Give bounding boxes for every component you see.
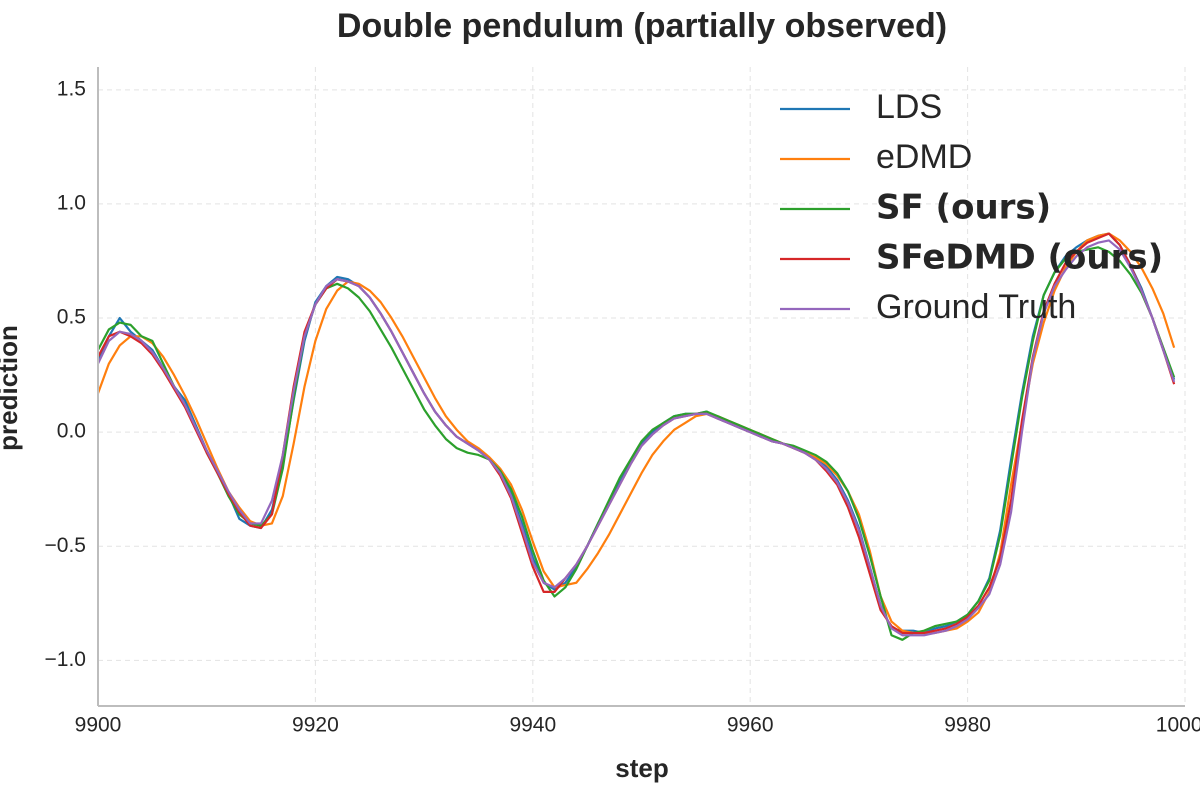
series-line xyxy=(97,246,1176,641)
x-tick-label: 9960 xyxy=(727,714,774,737)
legend-label: LDS xyxy=(876,88,942,126)
x-tick-label: 9920 xyxy=(292,714,339,737)
tick-labels: 9900 9920 9940 9960 9980 10000 −1.0 −0.5 0.0 0.5 1… xyxy=(45,77,1200,736)
legend: LDS eDMD SF (ours) SFeDMD (ours) Ground Trut… xyxy=(780,88,1163,326)
y-tick-label: 0.5 xyxy=(57,306,86,329)
y-tick-label: −0.5 xyxy=(45,534,86,557)
y-tick-label: −1.0 xyxy=(45,648,86,671)
axes xyxy=(97,67,1185,707)
plot-lines xyxy=(96,232,1176,641)
legend-label: Ground Truth xyxy=(876,288,1076,326)
legend-label: eDMD xyxy=(876,138,972,176)
legend-label: SF (ours) xyxy=(876,188,1051,228)
grid xyxy=(97,67,1186,706)
chart-title: Double pendulum (partially observed) xyxy=(337,7,947,45)
x-tick-label: 10000 xyxy=(1156,714,1200,737)
x-tick-label: 9980 xyxy=(944,714,991,737)
y-tick-label: 0.0 xyxy=(57,420,86,443)
x-tick-label: 9900 xyxy=(75,714,122,737)
y-tick-label: 1.0 xyxy=(57,191,86,214)
x-axis-label: step xyxy=(615,753,668,783)
y-tick-label: 1.5 xyxy=(57,77,86,100)
x-tick-label: 9940 xyxy=(509,714,556,737)
series-line xyxy=(97,239,1176,637)
legend-label: SFeDMD (ours) xyxy=(876,238,1163,278)
y-axis-label: prediction xyxy=(0,325,23,451)
